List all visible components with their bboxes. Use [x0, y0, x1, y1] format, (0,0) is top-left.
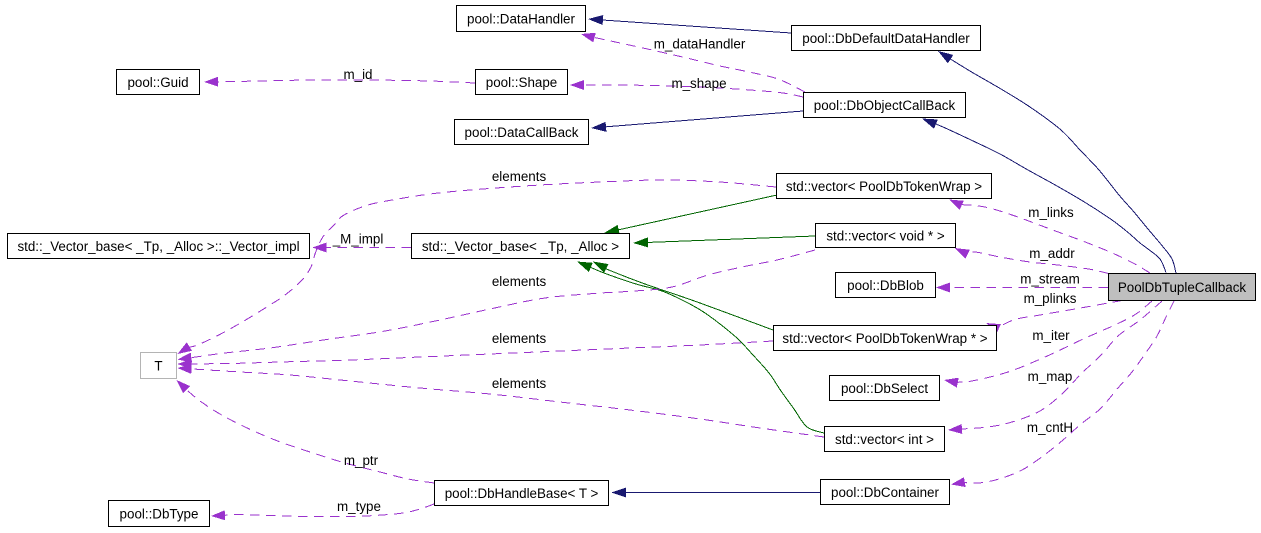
svg-text:m_plinks: m_plinks — [1024, 291, 1077, 306]
svg-text:m_addr: m_addr — [1029, 246, 1075, 261]
svg-text:pool::DbDefaultDataHandler: pool::DbDefaultDataHandler — [802, 31, 970, 46]
svg-text:pool::DataHandler: pool::DataHandler — [467, 11, 575, 26]
svg-text:m_iter: m_iter — [1032, 328, 1070, 343]
svg-text:std::vector< PoolDbTokenWrap *: std::vector< PoolDbTokenWrap * > — [782, 331, 987, 346]
svg-text:std::vector< int >: std::vector< int > — [835, 432, 934, 447]
svg-text:m_type: m_type — [337, 499, 381, 514]
svg-text:pool::DbContainer: pool::DbContainer — [831, 485, 939, 500]
svg-text:PoolDbTupleCallback: PoolDbTupleCallback — [1118, 280, 1247, 295]
svg-text:pool::DbHandleBase< T >: pool::DbHandleBase< T > — [445, 486, 599, 501]
svg-text:m_links: m_links — [1028, 205, 1074, 220]
svg-text:pool::DbObjectCallBack: pool::DbObjectCallBack — [814, 98, 956, 113]
svg-text:pool::DataCallBack: pool::DataCallBack — [465, 125, 579, 140]
svg-text:pool::DbBlob: pool::DbBlob — [847, 278, 924, 293]
svg-text:pool::Shape: pool::Shape — [486, 75, 557, 90]
svg-text:elements: elements — [492, 274, 547, 289]
svg-text:m_ptr: m_ptr — [344, 453, 379, 468]
svg-text:m_dataHandler: m_dataHandler — [654, 37, 746, 52]
svg-text:std::vector< PoolDbTokenWrap >: std::vector< PoolDbTokenWrap > — [786, 179, 982, 194]
svg-text:pool::DbType: pool::DbType — [120, 506, 199, 521]
svg-text:m_shape: m_shape — [671, 76, 726, 91]
svg-text:m_cntH: m_cntH — [1027, 420, 1073, 435]
svg-text:pool::DbSelect: pool::DbSelect — [841, 381, 928, 396]
svg-text:elements: elements — [492, 169, 547, 184]
svg-text:T: T — [154, 358, 162, 373]
svg-text:pool::Guid: pool::Guid — [127, 75, 188, 90]
svg-text:m_map: m_map — [1028, 369, 1073, 384]
svg-text:elements: elements — [492, 376, 547, 391]
svg-text:std::_Vector_base< _Tp, _Alloc: std::_Vector_base< _Tp, _Alloc > — [422, 239, 619, 254]
svg-text:_M_impl: _M_impl — [332, 232, 384, 247]
svg-text:elements: elements — [492, 331, 547, 346]
svg-text:m_stream: m_stream — [1020, 272, 1080, 287]
svg-text:m_id: m_id — [343, 67, 372, 82]
svg-text:std::_Vector_base< _Tp, _Alloc: std::_Vector_base< _Tp, _Alloc >::_Vecto… — [17, 239, 299, 254]
svg-text:std::vector< void * >: std::vector< void * > — [826, 228, 945, 243]
